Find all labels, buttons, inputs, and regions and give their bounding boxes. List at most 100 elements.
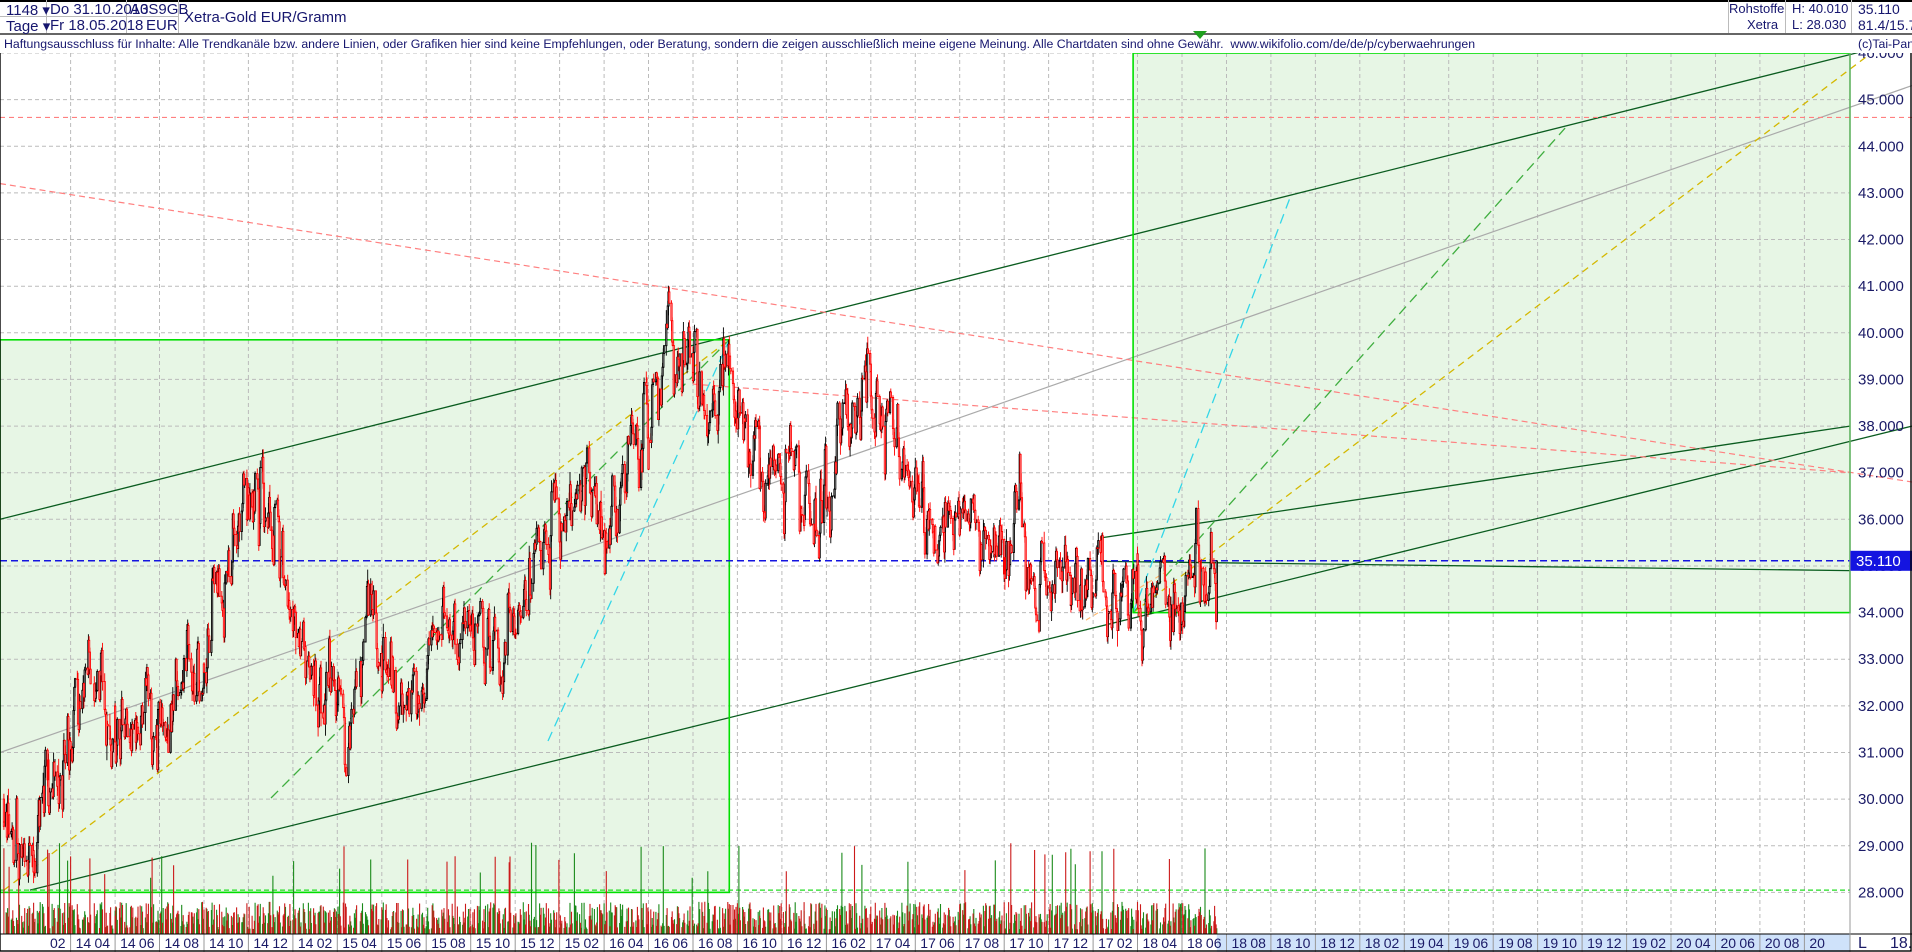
svg-text:14: 14 [120, 935, 136, 951]
svg-text:04: 04 [1161, 935, 1177, 951]
svg-text:18: 18 [1143, 935, 1159, 951]
svg-text:02: 02 [584, 935, 600, 951]
svg-text:12: 12 [539, 935, 555, 951]
svg-text:10: 10 [1562, 935, 1578, 951]
svg-text:20: 20 [1765, 935, 1781, 951]
svg-text:16: 16 [654, 935, 670, 951]
svg-text:19: 19 [1498, 935, 1514, 951]
svg-text:14: 14 [253, 935, 269, 951]
svg-text:18.05.18: 18.05.18 [1890, 935, 1912, 952]
svg-text:15: 15 [342, 935, 358, 951]
svg-text:18: 18 [1320, 935, 1336, 951]
svg-text:16: 16 [831, 935, 847, 951]
svg-text:20: 20 [1809, 935, 1825, 951]
svg-text:34.000: 34.000 [1858, 605, 1904, 622]
svg-text:06: 06 [672, 935, 688, 951]
svg-text:10: 10 [495, 935, 511, 951]
svg-text:15: 15 [520, 935, 536, 951]
svg-text:32.000: 32.000 [1858, 698, 1904, 715]
svg-text:16: 16 [609, 935, 625, 951]
svg-text:02: 02 [317, 935, 333, 951]
svg-text:19: 19 [1587, 935, 1603, 951]
svg-text:06: 06 [139, 935, 155, 951]
svg-text:06: 06 [1473, 935, 1489, 951]
svg-text:31.000: 31.000 [1858, 745, 1904, 762]
svg-text:12: 12 [1073, 935, 1089, 951]
svg-text:15: 15 [476, 935, 492, 951]
svg-text:12: 12 [1606, 935, 1622, 951]
svg-text:14: 14 [298, 935, 314, 951]
svg-text:10: 10 [228, 935, 244, 951]
svg-text:12: 12 [1339, 935, 1355, 951]
svg-text:37.000: 37.000 [1858, 465, 1904, 482]
svg-text:18: 18 [1187, 935, 1203, 951]
svg-text:06: 06 [1206, 935, 1222, 951]
svg-text:08: 08 [1250, 935, 1266, 951]
svg-text:33.000: 33.000 [1858, 651, 1904, 668]
svg-text:30.000: 30.000 [1858, 791, 1904, 808]
svg-text:04: 04 [361, 935, 377, 951]
svg-text:06: 06 [1739, 935, 1755, 951]
svg-text:35.110: 35.110 [1856, 553, 1901, 570]
svg-text:19: 19 [1632, 935, 1648, 951]
svg-text:10: 10 [1028, 935, 1044, 951]
svg-text:04: 04 [1428, 935, 1444, 951]
svg-text:40.000: 40.000 [1858, 325, 1904, 342]
svg-text:18: 18 [1232, 935, 1248, 951]
svg-text:17: 17 [1098, 935, 1114, 951]
svg-text:36.000: 36.000 [1858, 511, 1904, 528]
svg-text:15: 15 [565, 935, 581, 951]
svg-text:08: 08 [717, 935, 733, 951]
svg-text:20: 20 [1721, 935, 1737, 951]
svg-text:14: 14 [76, 935, 92, 951]
svg-text:18: 18 [1276, 935, 1292, 951]
svg-text:19: 19 [1454, 935, 1470, 951]
svg-text:38.000: 38.000 [1858, 418, 1904, 435]
svg-text:08: 08 [1784, 935, 1800, 951]
svg-text:08: 08 [984, 935, 1000, 951]
svg-text:19: 19 [1543, 935, 1559, 951]
svg-text:19: 19 [1409, 935, 1425, 951]
svg-text:14: 14 [209, 935, 225, 951]
svg-text:45.000: 45.000 [1858, 92, 1904, 109]
svg-text:12: 12 [806, 935, 822, 951]
svg-text:42.000: 42.000 [1858, 232, 1904, 249]
svg-text:44.000: 44.000 [1858, 138, 1904, 155]
svg-text:16: 16 [698, 935, 714, 951]
svg-text:08: 08 [183, 935, 199, 951]
svg-text:16: 16 [742, 935, 758, 951]
svg-text:20: 20 [1676, 935, 1692, 951]
svg-text:L: L [1858, 935, 1867, 952]
svg-text:02: 02 [1384, 935, 1400, 951]
svg-text:17: 17 [965, 935, 981, 951]
svg-text:02: 02 [1650, 935, 1666, 951]
svg-text:43.000: 43.000 [1858, 185, 1904, 202]
svg-text:06: 06 [406, 935, 422, 951]
svg-text:39.000: 39.000 [1858, 371, 1904, 388]
svg-text:28.000: 28.000 [1858, 884, 1904, 901]
svg-text:14: 14 [165, 935, 181, 951]
svg-text:04: 04 [95, 935, 111, 951]
svg-text:12: 12 [272, 935, 288, 951]
svg-text:04: 04 [1695, 935, 1711, 951]
svg-text:02: 02 [850, 935, 866, 951]
svg-text:29.000: 29.000 [1858, 838, 1904, 855]
svg-text:10: 10 [761, 935, 777, 951]
svg-text:17: 17 [920, 935, 936, 951]
svg-text:17: 17 [1054, 935, 1070, 951]
svg-text:02: 02 [1117, 935, 1133, 951]
svg-text:06: 06 [939, 935, 955, 951]
svg-text:08: 08 [1517, 935, 1533, 951]
svg-text:16: 16 [787, 935, 803, 951]
svg-text:17: 17 [876, 935, 892, 951]
svg-text:02: 02 [50, 935, 66, 951]
svg-text:08: 08 [450, 935, 466, 951]
svg-text:10: 10 [1295, 935, 1311, 951]
svg-text:04: 04 [628, 935, 644, 951]
svg-text:41.000: 41.000 [1858, 278, 1904, 295]
svg-text:15: 15 [431, 935, 447, 951]
svg-text:15: 15 [387, 935, 403, 951]
svg-text:04: 04 [895, 935, 911, 951]
svg-text:18: 18 [1365, 935, 1381, 951]
svg-text:17: 17 [1009, 935, 1025, 951]
